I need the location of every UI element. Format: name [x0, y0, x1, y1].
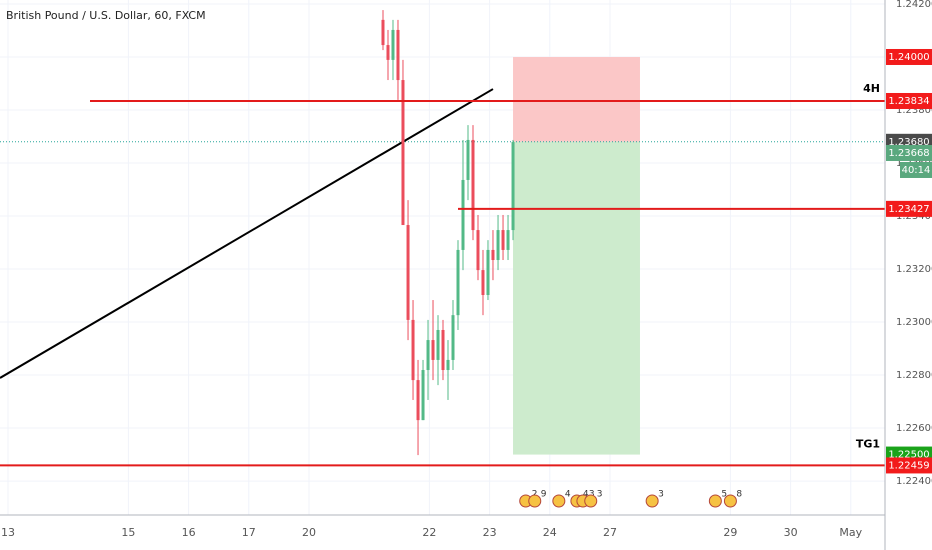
candle-body — [391, 29, 395, 60]
candle-body — [501, 230, 505, 250]
y-tick-label: 1.23200 — [896, 264, 932, 275]
candle-body — [436, 329, 440, 360]
price-label-box — [886, 200, 932, 217]
x-tick-label: 15 — [121, 526, 135, 539]
candle-body — [406, 225, 410, 320]
candle-body — [511, 142, 515, 231]
countdown: 40:14 — [902, 165, 931, 176]
candle-body — [411, 319, 415, 381]
x-tick-label: 29 — [723, 526, 737, 539]
x-tick-label: 27 — [603, 526, 617, 539]
price-label: 1.23680 — [888, 137, 929, 148]
x-tick-label: May — [839, 526, 862, 539]
y-tick-label: 1.22800 — [896, 370, 932, 381]
x-tick-label: 22 — [422, 526, 436, 539]
price-label: 1.23834 — [888, 96, 929, 107]
candle-body — [491, 249, 495, 261]
candle-body — [426, 340, 430, 371]
event-count: 3 — [589, 490, 595, 500]
target-label: TG1 — [856, 438, 880, 451]
candle-body — [386, 45, 390, 60]
chart-title: British Pound / U.S. Dollar, 60, FXCM — [6, 9, 206, 22]
stop-zone — [513, 56, 640, 142]
countdown-box — [900, 161, 932, 178]
event-count: 4 — [583, 490, 589, 500]
event-icon — [552, 494, 566, 508]
candle-body — [506, 230, 510, 250]
candle-body — [416, 380, 420, 421]
candle-body — [466, 139, 470, 180]
y-tick-label: 1.24200 — [896, 0, 932, 10]
y-tick-label: 1.22600 — [896, 423, 932, 434]
candle-body — [396, 29, 400, 81]
event-count: 9 — [541, 490, 547, 500]
candle-body — [401, 80, 405, 226]
x-tick-label: 30 — [784, 526, 798, 539]
event-icon — [723, 494, 737, 508]
price-label: 1.23427 — [888, 204, 929, 215]
y-tick-label: 1.23000 — [896, 317, 932, 328]
x-tick-label: 16 — [182, 526, 196, 539]
event-count: 8 — [736, 490, 742, 500]
trendline — [0, 88, 494, 379]
price-label: 1.23668 — [888, 148, 929, 159]
candle-body — [486, 249, 490, 296]
price-label-box — [886, 457, 932, 474]
price-label: 1.22500 — [888, 450, 929, 461]
price-label: 1.22459 — [888, 460, 929, 471]
candle-body — [381, 19, 385, 46]
candle-body — [456, 249, 460, 316]
candle-body — [451, 315, 455, 360]
x-tick-label: 20 — [302, 526, 316, 539]
event-count: 4 — [565, 490, 571, 500]
event-count: 5 — [721, 490, 727, 500]
y-tick-label: 1.22400 — [896, 476, 932, 487]
x-tick-label: 13 — [1, 526, 15, 539]
price-label: 1.24000 — [888, 52, 929, 63]
x-tick-label: 24 — [543, 526, 557, 539]
candle-body — [446, 359, 450, 371]
candle-body — [471, 139, 475, 231]
candle-body — [441, 329, 445, 371]
axes: 1.242001.240001.238001.236001.234001.232… — [1, 0, 932, 539]
event-count: 3 — [658, 490, 664, 500]
price-label-box — [886, 92, 932, 109]
candle-body — [461, 179, 465, 250]
event-count: 3 — [597, 490, 603, 500]
target-zone — [513, 141, 640, 455]
x-tick-label: 23 — [483, 526, 497, 539]
event-icon — [708, 494, 722, 508]
x-tick-label: 17 — [242, 526, 256, 539]
candle-body — [476, 230, 480, 271]
candle-body — [431, 340, 435, 360]
event-icon — [584, 494, 598, 508]
price-label-box — [886, 144, 932, 161]
event-icon — [528, 494, 542, 508]
candle-body — [496, 230, 500, 261]
candle-body — [481, 270, 485, 296]
price-label-box — [886, 48, 932, 65]
y-tick-label: 1.23800 — [896, 105, 932, 116]
event-count: 2 — [532, 490, 538, 500]
event-icon — [645, 494, 659, 508]
line-label: 4H — [863, 82, 880, 95]
candle-body — [421, 370, 425, 421]
